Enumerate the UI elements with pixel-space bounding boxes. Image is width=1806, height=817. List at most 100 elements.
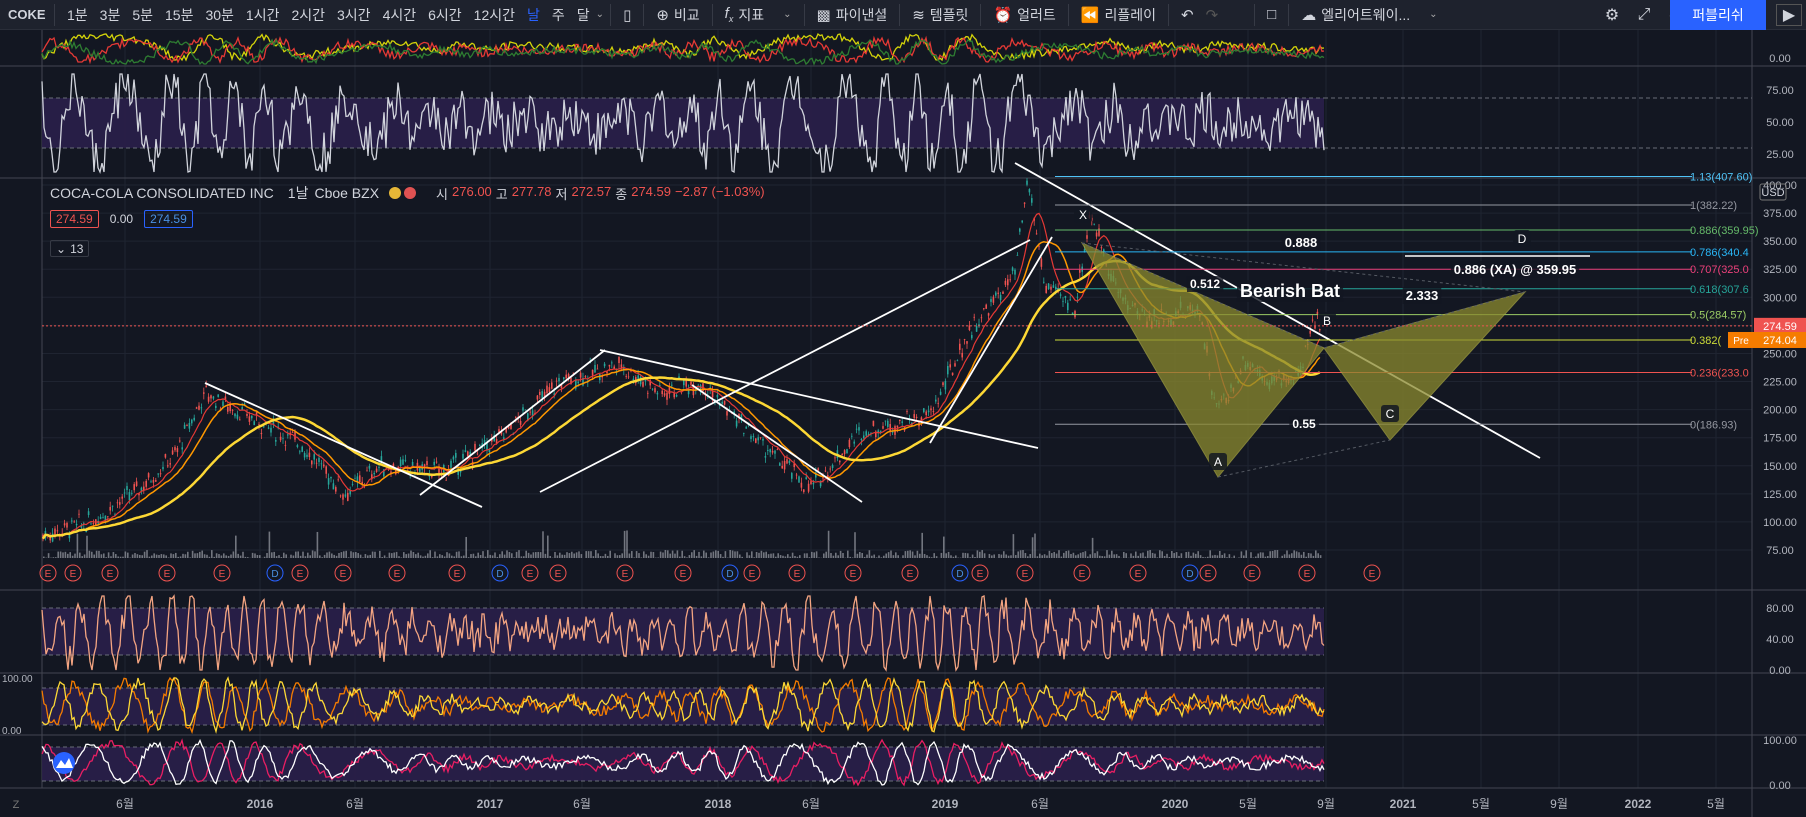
interval-0[interactable]: 1분 xyxy=(67,6,88,23)
earnings-marker[interactable]: E xyxy=(1022,569,1029,580)
symbol-search[interactable]: COKE xyxy=(8,7,46,22)
point-a-label: A xyxy=(1214,455,1222,469)
bearish-bat-pattern[interactable]: X A B C D 0.512 0.55 2.333 0.888 0.886 (XA) @ 359… xyxy=(1074,206,1590,478)
time-tick: 2021 xyxy=(1390,797,1417,811)
redo-icon: ↷ xyxy=(1205,6,1219,24)
interval-12[interactable]: 주 xyxy=(551,6,565,23)
chevron-down-icon: ⌄ xyxy=(1429,9,1438,20)
interval-3[interactable]: 15분 xyxy=(165,6,194,23)
currency-label: USD xyxy=(1761,187,1784,199)
earnings-marker[interactable]: E xyxy=(622,569,629,580)
bar-chart-icon: ▩ xyxy=(816,6,831,24)
gear-icon[interactable]: ⚙ xyxy=(1604,7,1620,24)
legend-flags xyxy=(389,187,417,199)
earnings-marker[interactable]: E xyxy=(107,569,114,580)
earnings-marker[interactable]: E xyxy=(340,569,347,580)
earnings-marker[interactable]: E xyxy=(45,569,52,580)
interval-10[interactable]: 12시간 xyxy=(473,6,515,23)
earnings-marker[interactable]: E xyxy=(219,569,226,580)
indicators-label: 지표 xyxy=(738,6,765,23)
osc3-signal xyxy=(41,738,1325,787)
dividend-marker[interactable]: D xyxy=(726,569,733,580)
fib-level-label: 1.13(407.60) xyxy=(1690,171,1752,183)
interval-6[interactable]: 2시간 xyxy=(291,6,326,23)
chevron-down-icon[interactable]: ⌄ xyxy=(595,9,605,20)
earnings-marker[interactable]: E xyxy=(164,569,171,580)
interval-13[interactable]: 달 xyxy=(576,6,590,23)
earnings-marker[interactable]: E xyxy=(297,569,304,580)
interval-11[interactable]: 날 xyxy=(527,6,540,23)
timezone-icon[interactable]: Z xyxy=(13,799,20,811)
interval-selector: 1분 3분 5분 15분 30분 1시간 2시간 3시간 4시간 6시간 12시간 날 주 달 xyxy=(61,5,596,25)
layout-name-button[interactable]: ☁ 엘리어트웨이... ⌄ xyxy=(1295,5,1443,25)
osc2-tick: 0.00 xyxy=(2,726,22,737)
bid-badge[interactable]: 274.59 xyxy=(50,210,99,228)
publish-button[interactable]: 퍼블리쉬 xyxy=(1670,0,1766,30)
expand-icon[interactable]: ⤢ xyxy=(1637,6,1651,23)
earnings-marker[interactable]: E xyxy=(70,569,77,580)
undo-button[interactable]: ↶ xyxy=(1175,6,1200,24)
earnings-marker[interactable]: E xyxy=(1135,569,1142,580)
osc3-line xyxy=(41,738,1325,786)
fib-level-label: 0.707(325.0 xyxy=(1690,264,1749,276)
indicator-collapse-button[interactable]: ⌄ 13 xyxy=(50,240,90,257)
divider xyxy=(610,3,612,26)
templates-button[interactable]: ≋ 템플릿 xyxy=(906,5,974,25)
price-axis[interactable]: 400.00375.00350.00325.00300.00275.00250.… xyxy=(2,53,1806,792)
interval-5[interactable]: 1시간 xyxy=(245,6,280,23)
time-axis[interactable]: 6월 2016 6월 2017 6월 2018 6월 2019 6월 2020 5월 9월 2021 5월… xyxy=(116,797,1725,811)
earnings-marker[interactable]: E xyxy=(1079,569,1086,580)
financials-button[interactable]: ▩ 파이낸셜 xyxy=(811,5,894,25)
fullscreen-layout-button[interactable]: □ xyxy=(1261,6,1282,23)
alert-button[interactable]: ⏰ 얼러트 xyxy=(987,5,1061,25)
earnings-marker[interactable]: E xyxy=(794,569,801,580)
dividend-marker[interactable]: D xyxy=(1186,569,1193,580)
play-icon[interactable]: ▶ xyxy=(1776,4,1802,26)
interval-2[interactable]: 5분 xyxy=(132,6,154,23)
earnings-marker[interactable]: E xyxy=(749,569,756,580)
interval-9[interactable]: 6시간 xyxy=(428,6,462,23)
dividend-marker[interactable]: D xyxy=(496,569,503,580)
trend-lines[interactable] xyxy=(204,162,1541,508)
earnings-marker[interactable]: E xyxy=(454,569,461,580)
pre-market-label: Pre xyxy=(1733,336,1749,347)
time-tick: 2020 xyxy=(1162,797,1189,811)
divider xyxy=(643,3,645,26)
osc2-tick: 100.00 xyxy=(2,674,33,685)
fib-level-label: 0(186.93) xyxy=(1690,419,1737,431)
sun-icon xyxy=(389,187,402,199)
redo-button[interactable]: ↷ xyxy=(1200,6,1225,24)
ask-badge[interactable]: 274.59 xyxy=(144,210,193,228)
earnings-marker[interactable]: E xyxy=(555,569,562,580)
replay-button[interactable]: ⏪ 리플레이 xyxy=(1075,5,1162,25)
divider xyxy=(899,3,901,26)
divider xyxy=(803,3,805,26)
divider xyxy=(711,3,713,26)
legend-ohlc: 시 276.00 고 277.78 저 272.57 종 274.59 −2.87 (−… xyxy=(436,184,765,203)
time-tick: 6월 xyxy=(802,797,820,811)
earnings-marker[interactable]: E xyxy=(907,569,914,580)
interval-1[interactable]: 3분 xyxy=(99,6,121,23)
dividend-marker[interactable]: D xyxy=(271,569,278,580)
earnings-marker[interactable]: E xyxy=(1249,569,1256,580)
interval-4[interactable]: 30분 xyxy=(205,6,234,23)
indicators-button[interactable]: fx 지표 ⌄ xyxy=(719,5,798,25)
chart-type-button[interactable]: ▯ xyxy=(617,6,637,24)
earnings-marker[interactable]: E xyxy=(527,569,534,580)
earnings-marker[interactable]: E xyxy=(394,569,401,580)
earnings-marker[interactable]: E xyxy=(1205,569,1212,580)
divider xyxy=(1288,3,1290,26)
chart-canvas[interactable]: 1.13(407.60) 1(382.22) 0.886(359.95) 0.786(… xyxy=(0,30,1806,817)
dividend-marker[interactable]: D xyxy=(956,569,963,580)
interval-7[interactable]: 3시간 xyxy=(337,6,371,23)
earnings-marker[interactable]: E xyxy=(680,569,687,580)
earnings-marker[interactable]: E xyxy=(850,569,857,580)
earnings-marker[interactable]: E xyxy=(1369,569,1376,580)
interval-8[interactable]: 4시간 xyxy=(382,6,417,23)
earnings-marker[interactable]: E xyxy=(977,569,984,580)
pattern-name-label: Bearish Bat xyxy=(1240,281,1340,301)
compare-button[interactable]: ⊕ 비교 xyxy=(650,5,705,25)
earnings-marker[interactable]: E xyxy=(1304,569,1311,580)
time-tick: 9월 xyxy=(1317,797,1335,811)
fib-retracement[interactable]: 1.13(407.60) 1(382.22) 0.886(359.95) 0.786(… xyxy=(1055,171,1759,431)
